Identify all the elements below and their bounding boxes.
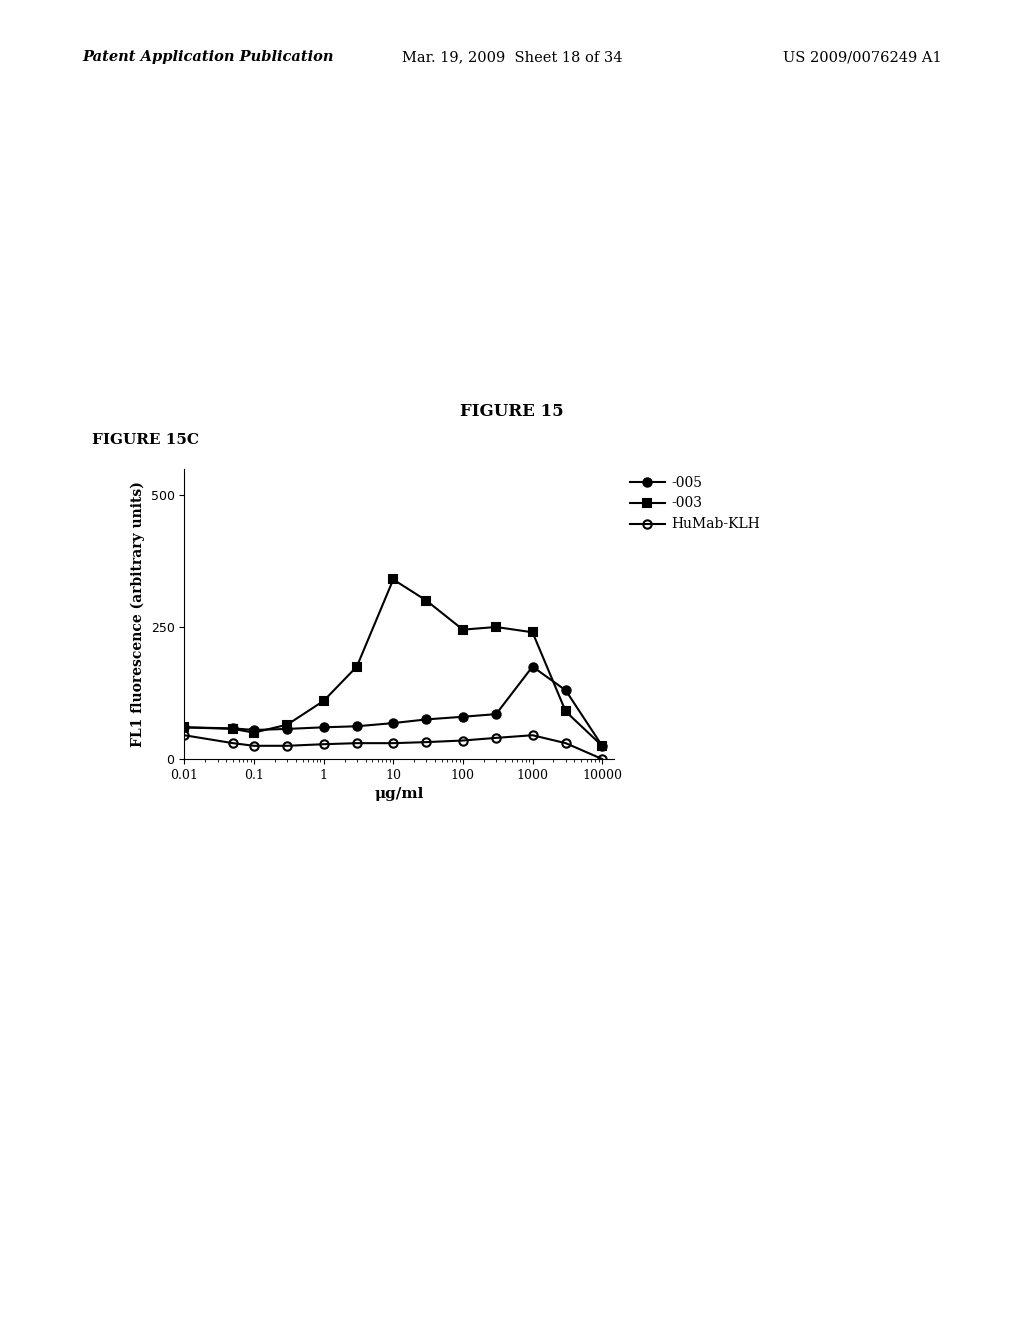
Line: -003: -003 bbox=[180, 576, 606, 750]
-003 bbox=[596, 738, 608, 754]
HuMab-KLH bbox=[559, 735, 571, 751]
-005 bbox=[420, 711, 432, 727]
-005 bbox=[559, 682, 571, 698]
HuMab-KLH bbox=[178, 727, 190, 743]
-003 bbox=[457, 622, 469, 638]
-003 bbox=[281, 717, 293, 733]
-003 bbox=[178, 719, 190, 735]
-005 bbox=[178, 719, 190, 735]
-005 bbox=[248, 722, 260, 738]
-005 bbox=[596, 738, 608, 754]
-005 bbox=[317, 719, 330, 735]
Text: US 2009/0076249 A1: US 2009/0076249 A1 bbox=[783, 50, 942, 65]
-005 bbox=[526, 659, 539, 675]
HuMab-KLH bbox=[227, 735, 240, 751]
HuMab-KLH bbox=[281, 738, 293, 754]
-005 bbox=[387, 715, 399, 731]
Line: -005: -005 bbox=[180, 663, 606, 750]
HuMab-KLH bbox=[317, 737, 330, 752]
-003 bbox=[387, 572, 399, 587]
HuMab-KLH bbox=[526, 727, 539, 743]
-003 bbox=[350, 659, 362, 675]
Text: FIGURE 15C: FIGURE 15C bbox=[92, 433, 199, 447]
Text: Mar. 19, 2009  Sheet 18 of 34: Mar. 19, 2009 Sheet 18 of 34 bbox=[401, 50, 623, 65]
HuMab-KLH bbox=[248, 738, 260, 754]
-005 bbox=[457, 709, 469, 725]
HuMab-KLH bbox=[457, 733, 469, 748]
HuMab-KLH bbox=[489, 730, 502, 746]
Y-axis label: FL1 fluorescence (arbitrary units): FL1 fluorescence (arbitrary units) bbox=[131, 480, 145, 747]
HuMab-KLH bbox=[420, 734, 432, 750]
HuMab-KLH bbox=[387, 735, 399, 751]
-005 bbox=[489, 706, 502, 722]
-005 bbox=[281, 721, 293, 737]
-005 bbox=[227, 721, 240, 737]
-003 bbox=[227, 721, 240, 737]
HuMab-KLH bbox=[596, 751, 608, 767]
X-axis label: μg/ml: μg/ml bbox=[375, 787, 424, 801]
-003 bbox=[317, 693, 330, 709]
Text: FIGURE 15: FIGURE 15 bbox=[460, 403, 564, 420]
-003 bbox=[248, 725, 260, 741]
HuMab-KLH bbox=[350, 735, 362, 751]
-005 bbox=[350, 718, 362, 734]
-003 bbox=[489, 619, 502, 635]
Line: HuMab-KLH: HuMab-KLH bbox=[180, 731, 606, 763]
-003 bbox=[420, 593, 432, 609]
-003 bbox=[559, 704, 571, 719]
-003 bbox=[526, 624, 539, 640]
Text: Patent Application Publication: Patent Application Publication bbox=[82, 50, 334, 65]
Legend: -005, -003, HuMab-KLH: -005, -003, HuMab-KLH bbox=[630, 475, 761, 532]
